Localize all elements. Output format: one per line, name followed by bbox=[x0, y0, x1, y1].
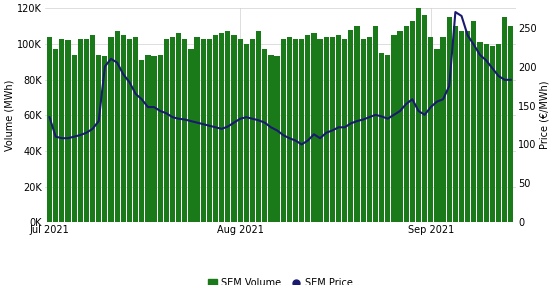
Bar bbox=[397, 31, 403, 222]
Bar bbox=[244, 44, 249, 222]
Bar bbox=[53, 49, 58, 222]
Bar bbox=[176, 33, 181, 222]
Bar bbox=[139, 60, 145, 222]
Bar bbox=[478, 42, 483, 222]
Bar bbox=[47, 37, 52, 222]
Bar bbox=[170, 37, 175, 222]
Bar bbox=[145, 54, 151, 222]
Bar bbox=[348, 30, 353, 222]
Bar bbox=[238, 38, 243, 222]
Bar bbox=[496, 44, 501, 222]
Bar bbox=[182, 38, 187, 222]
Bar bbox=[336, 35, 341, 222]
Bar bbox=[59, 38, 64, 222]
Bar bbox=[250, 38, 255, 222]
Bar bbox=[201, 38, 206, 222]
Bar bbox=[293, 38, 298, 222]
Bar bbox=[391, 35, 397, 222]
Bar bbox=[164, 38, 169, 222]
Bar bbox=[330, 37, 335, 222]
Bar bbox=[268, 54, 274, 222]
Bar bbox=[484, 44, 489, 222]
Bar bbox=[96, 54, 101, 222]
Bar bbox=[219, 33, 224, 222]
Bar bbox=[324, 37, 329, 222]
Bar bbox=[115, 31, 120, 222]
Bar bbox=[471, 21, 476, 222]
Bar bbox=[109, 37, 114, 222]
Bar bbox=[256, 31, 261, 222]
Bar bbox=[403, 26, 409, 222]
Bar bbox=[317, 38, 323, 222]
Bar bbox=[274, 56, 280, 222]
Bar bbox=[342, 38, 347, 222]
Bar bbox=[280, 38, 286, 222]
Bar bbox=[305, 35, 310, 222]
Bar bbox=[459, 31, 464, 222]
Bar bbox=[502, 17, 507, 222]
Bar bbox=[428, 37, 433, 222]
Bar bbox=[453, 26, 458, 222]
Bar bbox=[232, 35, 237, 222]
Bar bbox=[262, 49, 268, 222]
Bar bbox=[78, 38, 83, 222]
Bar bbox=[287, 37, 292, 222]
Bar bbox=[90, 35, 95, 222]
Bar bbox=[311, 33, 316, 222]
Bar bbox=[299, 38, 304, 222]
Bar bbox=[367, 37, 372, 222]
Y-axis label: Volume (MWh): Volume (MWh) bbox=[4, 80, 14, 151]
Bar bbox=[157, 54, 163, 222]
Bar bbox=[385, 54, 391, 222]
Bar bbox=[416, 6, 421, 222]
Bar bbox=[188, 49, 193, 222]
Bar bbox=[194, 37, 200, 222]
Bar bbox=[127, 38, 132, 222]
Bar bbox=[361, 38, 366, 222]
Bar bbox=[65, 40, 70, 222]
Bar bbox=[213, 35, 218, 222]
Bar bbox=[225, 31, 230, 222]
Legend: SEM Volume, SEM Price: SEM Volume, SEM Price bbox=[204, 274, 356, 285]
Bar bbox=[84, 38, 89, 222]
Bar bbox=[379, 53, 384, 222]
Bar bbox=[373, 26, 378, 222]
Bar bbox=[440, 37, 446, 222]
Bar bbox=[102, 56, 107, 222]
Bar bbox=[465, 31, 470, 222]
Bar bbox=[133, 37, 138, 222]
Y-axis label: Price (€/MWh): Price (€/MWh) bbox=[540, 81, 550, 150]
Bar bbox=[447, 17, 452, 222]
Bar bbox=[490, 46, 495, 222]
Bar bbox=[422, 15, 427, 222]
Bar bbox=[434, 49, 439, 222]
Bar bbox=[508, 26, 514, 222]
Bar bbox=[151, 56, 157, 222]
Bar bbox=[207, 38, 212, 222]
Bar bbox=[355, 26, 360, 222]
Bar bbox=[71, 54, 76, 222]
Bar bbox=[121, 35, 126, 222]
Bar bbox=[410, 21, 415, 222]
